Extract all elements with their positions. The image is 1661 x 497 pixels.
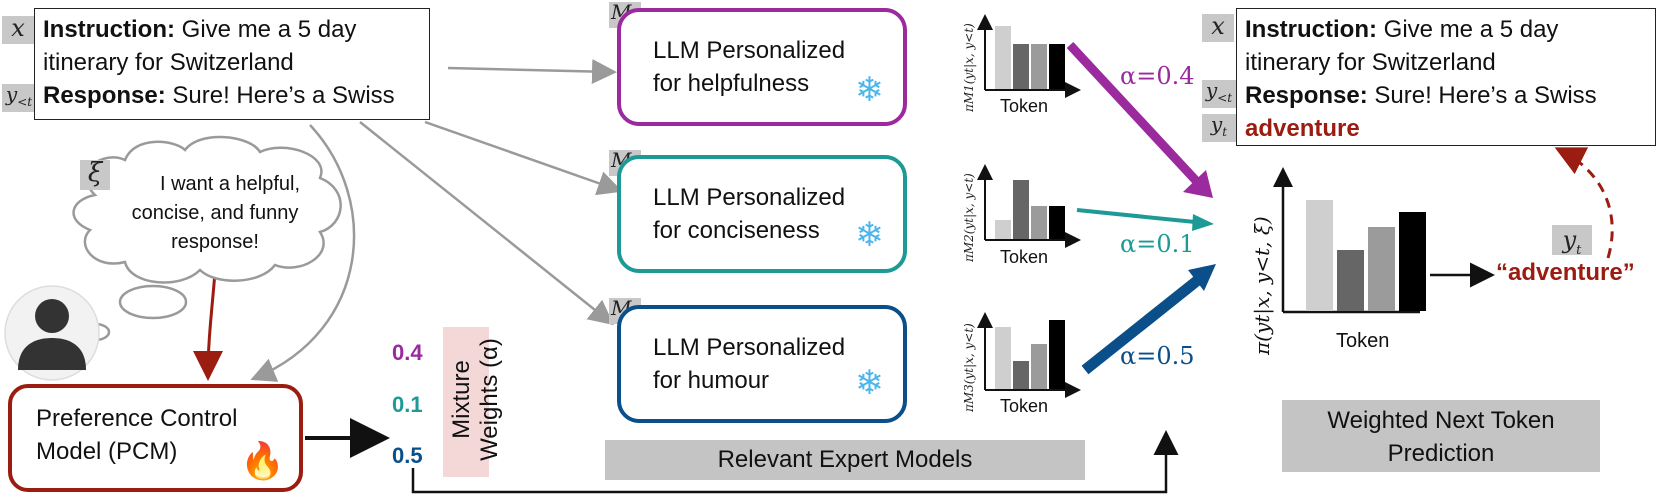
expert-m3-box: LLM Personalized for humour xyxy=(617,305,907,423)
arrow-weights-to-combination xyxy=(411,430,1179,494)
chart2-bar-4 xyxy=(1049,206,1065,239)
chart1-bar-1 xyxy=(995,26,1011,89)
final-bar-4 xyxy=(1399,212,1426,311)
final-token-chart xyxy=(1273,167,1426,314)
chart1-bar-4 xyxy=(1049,44,1065,89)
expert-m2-line-1: LLM Personalized xyxy=(653,184,846,211)
output-new-token: adventure xyxy=(1245,115,1360,142)
output-x-tag: x xyxy=(1202,14,1234,42)
arrow-alpha-m3 xyxy=(1081,275,1202,375)
expert-m1-box: LLM Personalized for helpfulness xyxy=(617,8,907,126)
relevant-expert-models-label: Relevant Expert Models xyxy=(605,440,1085,480)
response-text: Sure! Here’s a Swiss xyxy=(172,82,395,109)
xi-tag: ξ xyxy=(80,160,110,190)
chart2-bar-1 xyxy=(995,220,1011,239)
arrow-input-to-m3 xyxy=(359,121,614,326)
output-response-line: Response: Sure! Here’s a Swiss xyxy=(1245,79,1647,112)
chart2-y-label: πM2(yt|x, y<t) xyxy=(962,173,976,262)
expert-m2-box: LLM Personalized for conciseness xyxy=(617,155,907,273)
output-response-label: Response: xyxy=(1245,82,1368,109)
input-prompt-box: Instruction: Give me a 5 day itinerary f… xyxy=(34,8,430,120)
arrowhead-alpha-m3 xyxy=(1188,264,1216,291)
thought-line-3: response! xyxy=(171,231,259,253)
final-bar-3 xyxy=(1368,227,1395,311)
output-word: “adventure” xyxy=(1496,259,1635,286)
chart3-token-label: Token xyxy=(1000,396,1049,416)
weighted-next-token-label: Weighted Next Token Prediction xyxy=(1282,400,1600,472)
fire-icon: 🔥 xyxy=(240,440,285,481)
arrowhead-alpha-m1 xyxy=(1183,170,1213,198)
arrow-input-to-m1 xyxy=(447,59,617,85)
pcm-line-2: Model (PCM) xyxy=(36,438,178,465)
arrowhead-alpha-m2 xyxy=(1192,214,1214,231)
mixture-weights-panel xyxy=(443,327,489,477)
chart3-y-label: πM3(yt|x, y<t) xyxy=(962,323,976,412)
chart1-y-label: πM1(yt|x, y<t) xyxy=(962,23,976,112)
chart2-bar-3 xyxy=(1031,206,1047,239)
snowflake-icon: ❄ xyxy=(855,216,884,254)
final-bar-1 xyxy=(1306,200,1333,311)
arrow-input-to-m2 xyxy=(424,120,623,196)
chart1-bar-2 xyxy=(1013,44,1029,89)
thought-text: I want a helpful, concise, and funny res… xyxy=(95,170,335,257)
alpha-m2-label: α=0.1 xyxy=(1120,230,1195,258)
expert-m3-line-2: for humour xyxy=(653,367,770,394)
thought-line-1: I want a helpful, xyxy=(159,173,301,195)
expert-m3-line-1: LLM Personalized xyxy=(653,334,846,361)
output-instruction-label: Instruction: xyxy=(1245,16,1377,43)
chart2-bar-2 xyxy=(1013,180,1029,239)
response-line: Response: Sure! Here’s a Swiss xyxy=(43,79,421,112)
thought-cloud xyxy=(72,135,342,284)
chart1-token-label: Token xyxy=(1000,96,1049,116)
output-instruction-text: Give me a 5 day itinerary for Switzerlan… xyxy=(1245,16,1559,76)
final-bar-2 xyxy=(1337,250,1364,311)
arrow-alpha-m1 xyxy=(1066,41,1204,189)
thought-line-2: concise, and funny xyxy=(131,202,299,224)
response-label: Response: xyxy=(43,82,166,109)
chart1-bar-3 xyxy=(1031,44,1047,89)
weight-value-2: 0.1 xyxy=(392,392,423,417)
snowflake-icon: ❄ xyxy=(855,364,884,402)
thought-bubble-medium xyxy=(118,284,188,320)
yt-tag-chart: yt xyxy=(1552,225,1592,258)
expert-m1-token-chart xyxy=(977,14,1081,98)
weight-value-1: 0.4 xyxy=(392,340,423,365)
instruction-label: Instruction: xyxy=(43,16,175,43)
arrow-thought-to-pcm xyxy=(193,271,224,381)
weight-value-3: 0.5 xyxy=(392,443,423,468)
instruction-line: Instruction: Give me a 5 day itinerary f… xyxy=(43,13,421,79)
person-body xyxy=(18,338,86,370)
pcm-line-1: Preference Control xyxy=(36,405,238,432)
final-chart-x-label: Token xyxy=(1336,330,1390,352)
output-y-less-t-tag: y<t xyxy=(1202,80,1236,108)
y-less-t-tag: y<t xyxy=(2,84,36,112)
chart3-bar-1 xyxy=(995,327,1011,389)
chart3-bar-3 xyxy=(1031,344,1047,389)
alpha-m3-label: α=0.5 xyxy=(1120,342,1195,370)
output-yt-tag: yt xyxy=(1202,114,1236,142)
output-response-text: Sure! Here’s a Swiss xyxy=(1374,82,1597,109)
chart3-bar-4 xyxy=(1049,320,1065,389)
expert-m2-token-chart xyxy=(977,164,1081,248)
expert-m2-line-2: for conciseness xyxy=(653,217,820,244)
instruction-text: Give me a 5 day itinerary for Switzerlan… xyxy=(43,16,357,76)
snowflake-icon: ❄ xyxy=(855,71,884,109)
chart2-token-label: Token xyxy=(1000,247,1049,267)
expert-m3-token-chart xyxy=(977,312,1081,398)
person-head xyxy=(35,299,69,333)
x-tag: x xyxy=(2,16,34,44)
expert-m1-line-2: for helpfulness xyxy=(653,70,810,97)
expert-m1-line-1: LLM Personalized xyxy=(653,37,846,64)
output-prompt-box: Instruction: Give me a 5 day itinerary f… xyxy=(1236,8,1656,146)
final-chart-y-label: π(yt|x, y<t, ξ) xyxy=(1250,216,1274,355)
arrow-input-to-pcm xyxy=(250,124,356,382)
chart3-bar-2 xyxy=(1013,361,1029,389)
pcm-box: Preference Control Model (PCM) xyxy=(8,384,303,492)
output-instruction-line: Instruction: Give me a 5 day itinerary f… xyxy=(1245,13,1647,79)
alpha-m1-label: α=0.4 xyxy=(1120,62,1195,90)
arrow-alpha-m2 xyxy=(1076,208,1196,224)
